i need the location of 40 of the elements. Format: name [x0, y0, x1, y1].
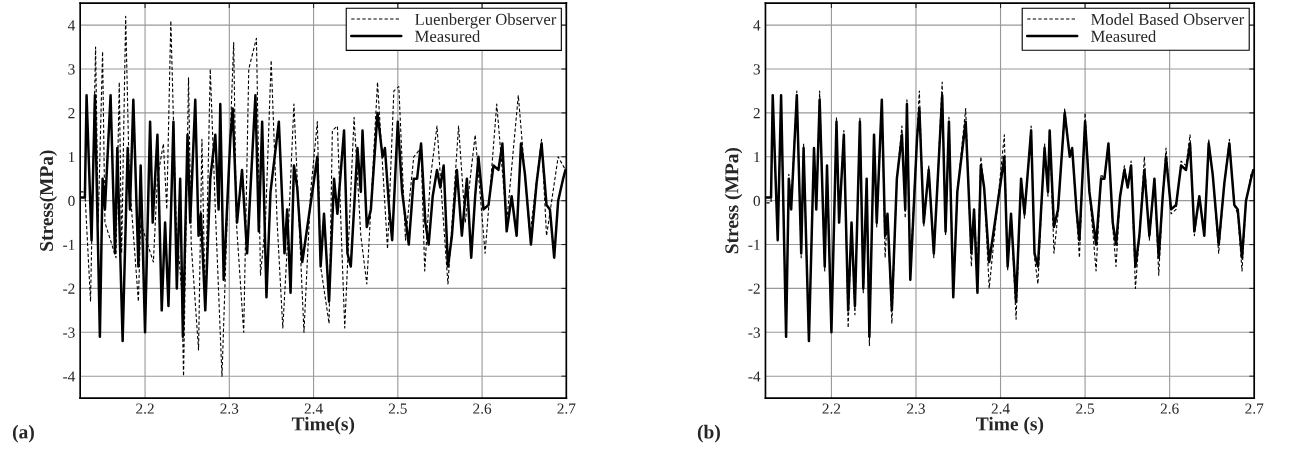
x-tick-label: 2.7: [557, 403, 576, 414]
x-tick-label: 2.2: [822, 403, 841, 414]
y-tick-label: -1: [63, 239, 75, 250]
y-tick-label: -4: [748, 371, 761, 382]
y-tick-label: 4: [67, 20, 76, 31]
y-tick-label: 1: [754, 151, 760, 163]
legend-label: Measured: [1091, 30, 1157, 42]
x-tick-label: 2.5: [388, 403, 407, 414]
x-tick-label: 2.6: [1160, 403, 1179, 414]
y-tick-label: 3: [753, 64, 760, 75]
y-tick-label: -3: [63, 327, 75, 338]
x-axis-title: Time(s): [291, 416, 355, 435]
y-tick-label: -3: [748, 327, 760, 338]
y-tick-label: -2: [748, 283, 760, 294]
y-tick-label: -2: [63, 283, 75, 294]
x-tick-label: 2.3: [907, 403, 925, 414]
y-tick-label: 2: [753, 108, 760, 119]
y-tick-label: 2: [68, 108, 75, 119]
legend-label: Model Based Observer: [1091, 13, 1245, 26]
legend-label: Luenberger Observer: [415, 13, 557, 29]
legend-label: Measured: [415, 30, 481, 42]
x-tick-label: 2.4: [304, 403, 323, 414]
y-tick-label: 3: [68, 64, 75, 75]
y-axis-title: Stress(MPa): [39, 150, 58, 251]
x-tick-label: 2.2: [136, 403, 154, 414]
x-axis-title: Time (s): [976, 416, 1044, 435]
y-tick-label: -1: [748, 239, 760, 250]
y-tick-label: 4: [753, 20, 761, 31]
y-tick-label: -4: [63, 371, 76, 382]
text: (b): [697, 424, 720, 443]
x-tick-label: 2.6: [473, 403, 492, 414]
x-tick-label: 2.3: [220, 403, 239, 414]
x-tick-label: 2.4: [991, 403, 1010, 414]
x-tick-label: 2.7: [1245, 403, 1264, 414]
x-tick-label: 2.5: [1076, 403, 1095, 414]
y-tick-label: 0: [68, 195, 75, 207]
y-tick-label: 1: [69, 151, 75, 163]
y-tick-label: 0: [753, 195, 761, 207]
y-axis-title: Stress (MPa): [724, 147, 743, 254]
text: (a): [12, 424, 34, 443]
